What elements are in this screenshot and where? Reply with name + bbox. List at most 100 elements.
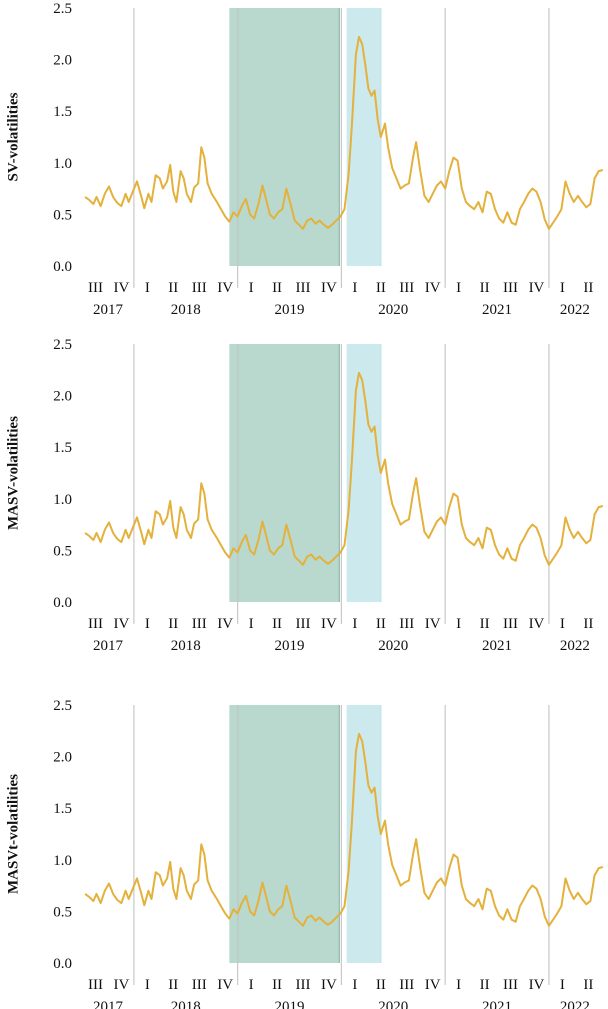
quarter-tick-label: I <box>456 977 461 993</box>
quarter-tick-label: II <box>480 280 490 296</box>
quarter-tick-label: I <box>560 977 565 993</box>
y-tick-label: 2.0 <box>53 53 72 69</box>
shaded-period-2019 <box>229 344 340 602</box>
quarter-tick-label: II <box>272 280 282 296</box>
quarter-tick-label: III <box>88 280 103 296</box>
quarter-tick-label: II <box>583 280 593 296</box>
quarter-tick-label: II <box>480 616 490 632</box>
quarter-tick-label: I <box>560 280 565 296</box>
quarter-tick-label: II <box>376 977 386 993</box>
quarter-tick-label: I <box>352 616 357 632</box>
year-tick-label: 2019 <box>275 302 305 318</box>
y-tick-label: 1.5 <box>53 440 72 456</box>
quarter-tick-label: I <box>352 977 357 993</box>
quarter-tick-label: II <box>168 280 178 296</box>
quarter-tick-label: III <box>296 280 311 296</box>
year-tick-label: 2022 <box>560 638 590 654</box>
quarter-tick-label: III <box>192 280 207 296</box>
quarter-tick-label: IV <box>321 280 337 296</box>
quarter-tick-label: II <box>376 616 386 632</box>
quarter-tick-label: IV <box>321 977 337 993</box>
quarter-tick-label: III <box>399 280 414 296</box>
quarter-tick-label: III <box>88 616 103 632</box>
quarter-tick-label: IV <box>425 977 441 993</box>
volatility-series-line <box>84 732 604 927</box>
quarter-tick-label: II <box>376 280 386 296</box>
year-tick-label: 2019 <box>275 999 305 1009</box>
year-tick-label: 2021 <box>482 302 512 318</box>
year-tick-label: 2017 <box>93 302 124 318</box>
quarter-tick-label: II <box>272 977 282 993</box>
y-tick-label: 1.0 <box>53 853 72 869</box>
year-tick-label: 2020 <box>378 302 408 318</box>
y-tick-label: 2.5 <box>53 1 72 17</box>
quarter-tick-label: I <box>249 977 254 993</box>
y-tick-label: 0.5 <box>53 904 72 920</box>
quarter-tick-label: IV <box>217 280 233 296</box>
quarter-tick-label: IV <box>114 280 130 296</box>
quarter-tick-label: III <box>192 616 207 632</box>
quarter-tick-label: I <box>145 977 150 993</box>
y-tick-label: 2.0 <box>53 389 72 405</box>
year-tick-label: 2020 <box>378 638 408 654</box>
y-tick-label: 2.5 <box>53 698 72 714</box>
quarter-tick-label: I <box>145 616 150 632</box>
y-axis-label: SV-volatilities <box>5 92 21 181</box>
volatility-series-line <box>84 371 604 566</box>
year-tick-label: 2018 <box>171 302 201 318</box>
quarter-tick-label: III <box>503 977 518 993</box>
quarter-tick-label: III <box>296 977 311 993</box>
y-tick-label: 0.0 <box>53 956 72 972</box>
quarter-tick-label: I <box>456 280 461 296</box>
sv-volatility-panel: SV-volatilities 0.00.51.01.52.02.5 III IV… <box>5 1 604 318</box>
quarter-tick-label: II <box>168 616 178 632</box>
quarter-tick-label: II <box>272 616 282 632</box>
y-tick-label: 0.0 <box>53 259 72 275</box>
shaded-period-2019 <box>229 8 340 266</box>
quarter-tick-label: IV <box>529 280 545 296</box>
quarter-tick-label: I <box>456 616 461 632</box>
quarter-tick-label: I <box>560 616 565 632</box>
quarter-tick-label: I <box>145 280 150 296</box>
year-tick-label: 2022 <box>560 302 590 318</box>
quarter-tick-label: III <box>296 616 311 632</box>
year-tick-label: 2018 <box>171 638 201 654</box>
y-tick-label: 0.5 <box>53 207 72 223</box>
year-tick-label: 2022 <box>560 999 590 1009</box>
y-tick-label: 1.5 <box>53 104 72 120</box>
year-tick-label: 2017 <box>93 999 124 1009</box>
volatility-series-line <box>84 35 604 230</box>
masv-volatility-panel: MASV-volatilities 0.00.51.01.52.02.5 III… <box>5 337 604 654</box>
year-tick-label: 2017 <box>93 638 124 654</box>
y-tick-label: 1.5 <box>53 801 72 817</box>
quarter-tick-label: II <box>480 977 490 993</box>
y-tick-label: 2.0 <box>53 750 72 766</box>
quarter-tick-label: III <box>503 616 518 632</box>
y-axis-label: MASV-volatilities <box>5 416 21 530</box>
quarter-tick-label: III <box>399 616 414 632</box>
quarter-tick-label: IV <box>321 616 337 632</box>
quarter-tick-label: III <box>88 977 103 993</box>
quarter-tick-label: IV <box>114 977 130 993</box>
quarter-tick-label: III <box>192 977 207 993</box>
year-tick-label: 2021 <box>482 999 512 1009</box>
quarter-tick-label: II <box>168 977 178 993</box>
y-tick-label: 1.0 <box>53 156 72 172</box>
quarter-tick-label: I <box>352 280 357 296</box>
y-tick-label: 0.0 <box>53 595 72 611</box>
quarter-tick-label: IV <box>529 616 545 632</box>
quarter-tick-label: IV <box>114 616 130 632</box>
year-tick-label: 2018 <box>171 999 201 1009</box>
quarter-tick-label: II <box>583 977 593 993</box>
quarter-tick-label: III <box>503 280 518 296</box>
quarter-tick-label: IV <box>425 616 441 632</box>
year-tick-label: 2020 <box>378 999 408 1009</box>
year-tick-label: 2019 <box>275 638 305 654</box>
y-tick-label: 2.5 <box>53 337 72 353</box>
quarter-tick-label: I <box>249 616 254 632</box>
shaded-period-2019 <box>229 705 340 963</box>
y-tick-label: 0.5 <box>53 543 72 559</box>
quarter-tick-label: IV <box>529 977 545 993</box>
year-tick-label: 2021 <box>482 638 512 654</box>
